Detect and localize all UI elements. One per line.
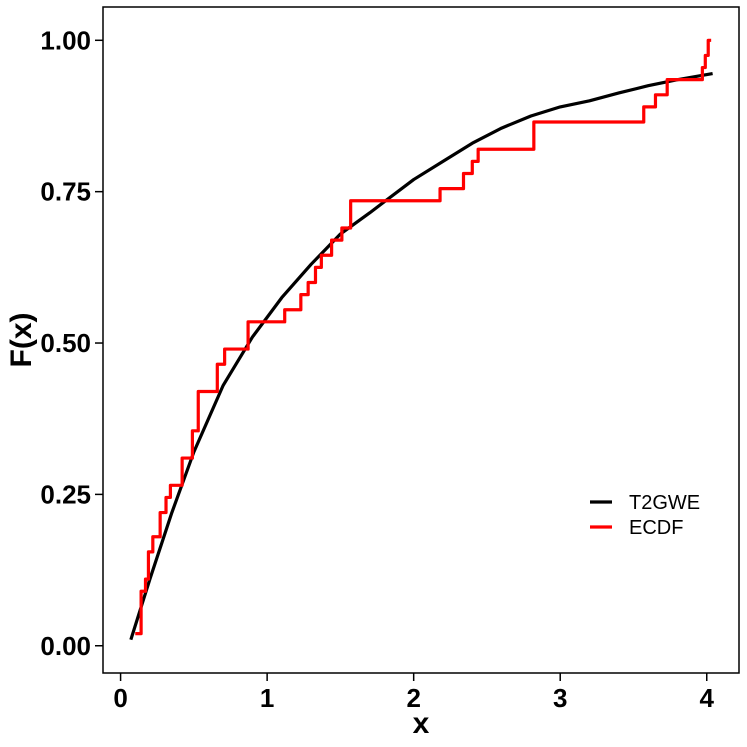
plot-panel: [102, 6, 740, 674]
legend-label-ecdf: ECDF: [629, 517, 683, 539]
x-tick-label: 0: [113, 683, 127, 713]
x-tick-label: 4: [700, 683, 715, 713]
x-tick-label: 2: [406, 683, 420, 713]
series-line-ecdf: [135, 38, 712, 636]
y-tick-label: 0.50: [40, 328, 91, 358]
y-tick-label: 0.00: [40, 631, 91, 661]
data-layer: [129, 38, 713, 641]
x-tick-label: 1: [260, 683, 274, 713]
y-tick-label: 0.75: [40, 177, 91, 207]
x-tick-label: 3: [553, 683, 567, 713]
y-tick-label: 0.25: [40, 479, 91, 509]
y-axis-title: F(x): [5, 313, 38, 368]
legend: T2GWE ECDF: [590, 492, 700, 539]
legend-label-t2gwe: T2GWE: [629, 492, 700, 514]
x-axis-title: x: [413, 707, 430, 740]
series-line-t2gwe: [129, 72, 713, 641]
y-tick-label: 1.00: [40, 25, 91, 55]
axis-layer: 0 1 2 3 4 0.00 0.25 0.50 0.75 1.00: [40, 25, 714, 713]
